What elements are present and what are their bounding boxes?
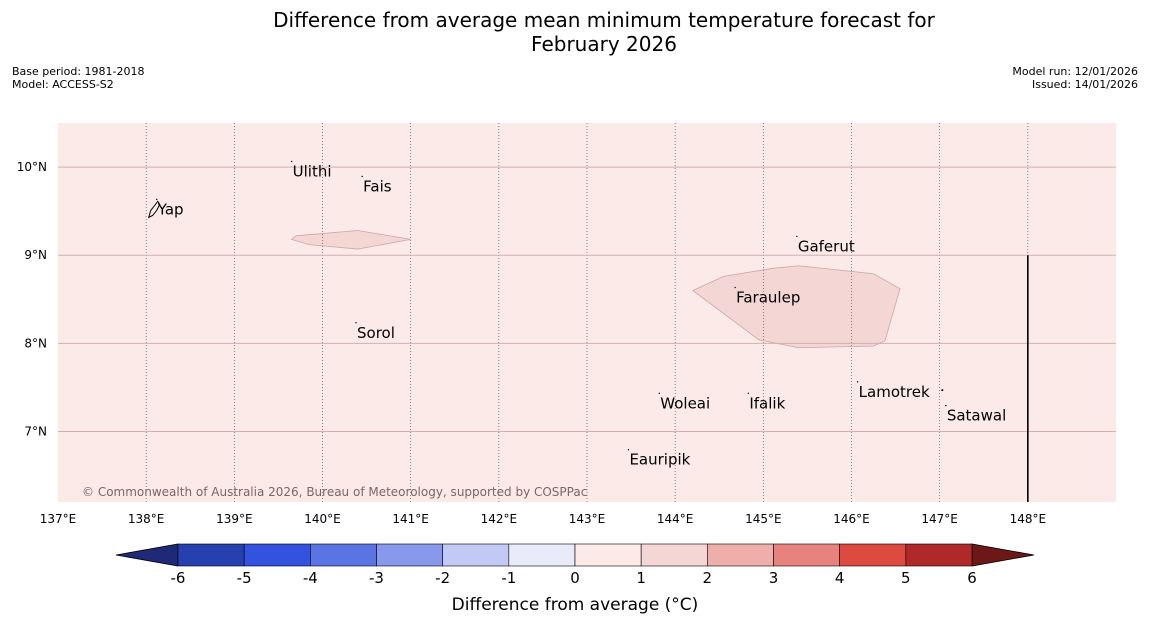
colorbar-over-extension — [971, 543, 1035, 567]
colorbar: -6 -5 -4 -3 -2 -1 0 1 2 3 4 5 6 — [115, 543, 1035, 587]
colorbar-tick-label: 2 — [703, 569, 713, 587]
place-label: Gaferut — [798, 237, 855, 255]
island-marker — [856, 381, 859, 383]
colorbar-under-extension — [115, 543, 179, 567]
colorbar-swatch — [640, 543, 708, 567]
colorbar-tick-label: -2 — [435, 569, 450, 587]
colorbar-swatch — [773, 543, 840, 567]
place-label: Ifalik — [749, 394, 785, 412]
model-run: Model run: 12/01/2026 — [1012, 65, 1138, 78]
island-marker — [627, 448, 630, 451]
base-period: Base period: 1981-2018 — [12, 65, 145, 78]
colorbar-tick-label: -5 — [237, 569, 252, 587]
colorbar-tick-label: 1 — [636, 569, 646, 587]
colorbar-tick-label: -1 — [501, 569, 516, 587]
colorbar-tick-label: 0 — [570, 569, 580, 587]
lon-tick-label: 145°E — [745, 512, 782, 526]
yap-island-outline — [147, 200, 161, 219]
place-label: Woleai — [660, 394, 710, 412]
island-marker — [156, 198, 158, 201]
anomaly-region-central — [692, 265, 901, 349]
colorbar-tick-label: -4 — [303, 569, 318, 587]
lat-tick-label: 8°N — [24, 336, 47, 350]
issued-date: Issued: 14/01/2026 — [1031, 78, 1138, 91]
colorbar-tick-label: -6 — [171, 569, 186, 587]
colorbar-swatch — [376, 543, 443, 567]
anomaly-region-north — [290, 230, 411, 250]
lon-tick-label: 146°E — [833, 512, 870, 526]
colorbar-tick-label: 5 — [901, 569, 911, 587]
place-label: Lamotrek — [859, 383, 930, 401]
colorbar-tick-label: -3 — [369, 569, 384, 587]
colorbar-swatch — [707, 543, 774, 567]
colorbar-swatch — [442, 543, 510, 567]
lon-tick-label: 143°E — [569, 512, 606, 526]
metadata-right: Model run: 12/01/2026 Issued: 14/01/2026 — [1012, 65, 1138, 91]
lon-tick-label: 139°E — [216, 512, 253, 526]
island-marker — [355, 322, 357, 324]
colorbar-swatch — [839, 543, 907, 567]
lon-tick-label: 148°E — [1010, 512, 1047, 526]
colorbar-tick-label: 6 — [967, 569, 977, 587]
island-marker — [796, 235, 798, 238]
lon-tick-label: 140°E — [304, 512, 341, 526]
colorbar-swatch — [905, 543, 973, 567]
island-marker — [734, 286, 736, 289]
place-label: Sorol — [357, 324, 395, 342]
island-marker — [658, 392, 660, 394]
island-marker — [290, 160, 293, 163]
chart-title: Difference from average mean minimum tem… — [0, 8, 1150, 56]
lon-tick-label: 138°E — [128, 512, 165, 526]
colorbar-swatch — [508, 543, 576, 567]
colorbar-swatch — [310, 543, 377, 567]
islet-marker — [941, 389, 944, 392]
lat-tick-label: 9°N — [24, 248, 47, 262]
lon-tick-label: 142°E — [481, 512, 518, 526]
colorbar-label: Difference from average (°C) — [451, 595, 699, 615]
lon-tick-label: 137°E — [40, 512, 77, 526]
place-label: Satawal — [947, 407, 1006, 425]
title-line-1: Difference from average mean minimum tem… — [273, 8, 935, 32]
colorbar-swatch — [177, 543, 245, 567]
title-line-2: February 2026 — [531, 32, 677, 56]
colorbar-swatch — [243, 543, 311, 567]
island-marker — [945, 404, 947, 407]
colorbar-tick-label: 3 — [769, 569, 779, 587]
map-panel: 137°E 138°E 139°E 140°E 141°E 142°E 143°E 144°E… — [17, 123, 1116, 526]
place-label: Eauripik — [629, 451, 690, 469]
island-marker — [361, 175, 363, 178]
copyright-notice: © Commonwealth of Australia 2026, Bureau… — [82, 485, 587, 499]
place-label: Fais — [363, 177, 392, 195]
island-marker — [747, 392, 750, 394]
model-name: Model: ACCESS-S2 — [12, 78, 114, 91]
colorbar-tick-label: 4 — [835, 569, 845, 587]
place-label: Yap — [157, 200, 184, 218]
metadata-left: Base period: 1981-2018 Model: ACCESS-S2 — [12, 65, 144, 91]
lat-tick-label: 10°N — [17, 160, 47, 174]
lon-tick-label: 141°E — [392, 512, 429, 526]
place-label: Ulithi — [293, 162, 332, 180]
colorbar-swatch — [574, 543, 642, 567]
lon-tick-label: 147°E — [921, 512, 958, 526]
place-label: Faraulep — [736, 289, 800, 307]
lat-tick-label: 7°N — [24, 424, 47, 438]
lon-tick-label: 144°E — [657, 512, 694, 526]
